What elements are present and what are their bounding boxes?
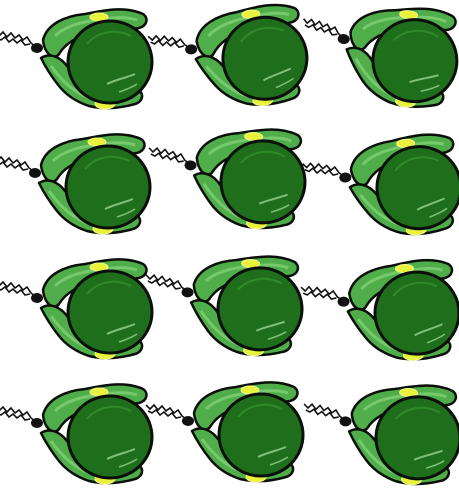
sprite-frame-2 bbox=[145, 1, 312, 115]
melon-creature-sprite bbox=[145, 1, 312, 115]
melon-creature-sprite bbox=[141, 250, 306, 359]
melon-creature-sprite bbox=[0, 257, 154, 361]
melon-creature-sprite bbox=[299, 379, 459, 488]
sprite-frame-8 bbox=[141, 250, 306, 359]
melon-creature-sprite bbox=[0, 382, 154, 486]
sprite-frame-3 bbox=[294, 0, 459, 114]
sprite-frame-6 bbox=[299, 131, 459, 243]
sprite-frame-5 bbox=[144, 123, 309, 232]
melon-creature-sprite bbox=[298, 257, 459, 366]
melon-creature-sprite bbox=[0, 7, 154, 111]
melon-creature-sprite bbox=[299, 131, 459, 243]
melon-creature-sprite bbox=[294, 0, 459, 114]
sprite-frame-1 bbox=[0, 7, 154, 111]
sprite-frame-4 bbox=[0, 132, 152, 236]
sprite-frame-7 bbox=[0, 257, 154, 361]
sprite-frame-9 bbox=[298, 257, 459, 366]
melon-creature-sprite bbox=[144, 380, 305, 484]
melon-creature-sprite bbox=[0, 132, 152, 236]
sprite-frame-10 bbox=[0, 382, 154, 486]
sprite-frame-11 bbox=[144, 380, 305, 484]
sprite-frame-12 bbox=[299, 379, 459, 488]
melon-creature-sprite bbox=[144, 123, 309, 232]
